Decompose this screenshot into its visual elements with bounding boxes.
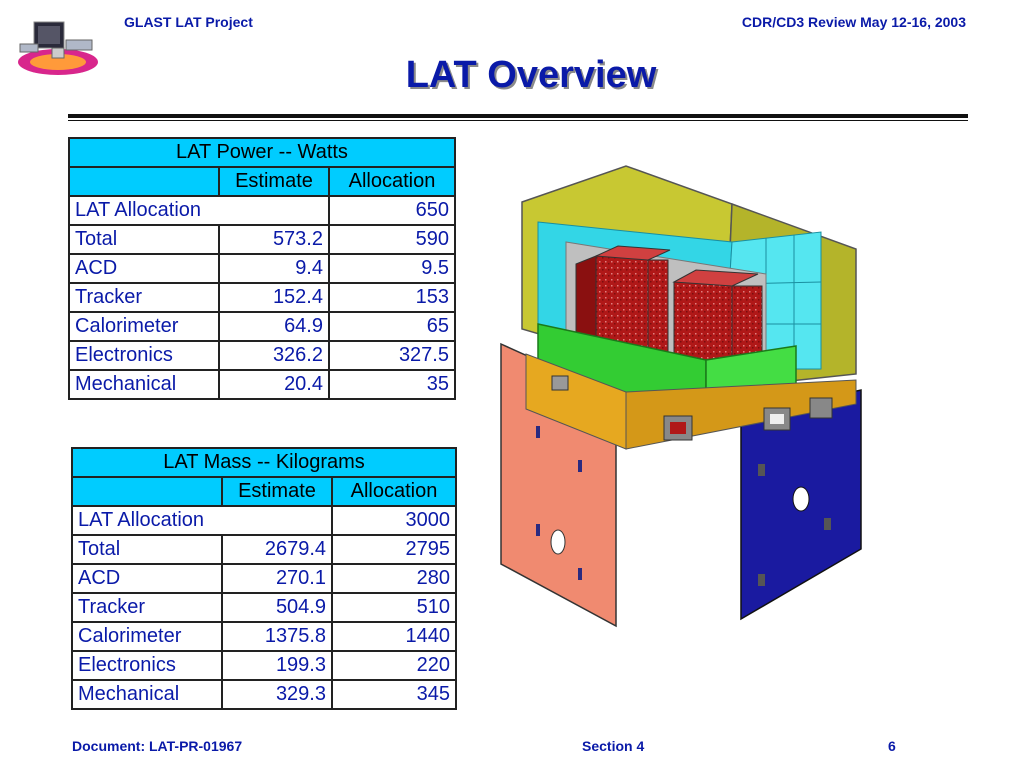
- row-estimate: 199.3: [221, 650, 333, 681]
- project-name: GLAST LAT Project: [124, 14, 253, 30]
- power-column-allocation: Allocation: [328, 166, 456, 197]
- row-label: ACD: [68, 253, 220, 284]
- section-label: Section 4: [582, 738, 645, 754]
- row-allocation: 280: [331, 563, 457, 594]
- mass-column-estimate: Estimate: [221, 476, 333, 507]
- table-row: Electronics 326.2 327.5: [68, 340, 456, 371]
- document-number: Document: LAT-PR-01967: [72, 738, 243, 754]
- page-number: 6: [888, 738, 896, 754]
- power-table: LAT Power -- Watts Estimate Allocation L…: [68, 137, 456, 400]
- power-column-estimate: Estimate: [218, 166, 330, 197]
- row-allocation: 153: [328, 282, 456, 313]
- row-label: Calorimeter: [71, 621, 223, 652]
- row-allocation: 1440: [331, 621, 457, 652]
- row-label: ACD: [71, 563, 223, 594]
- table-row: ACD 9.4 9.5: [68, 253, 456, 284]
- row-label: Mechanical: [68, 369, 220, 400]
- row-label: Tracker: [71, 592, 223, 623]
- row-estimate: 64.9: [218, 311, 330, 342]
- mass-allocation-label: LAT Allocation: [71, 505, 333, 536]
- title-rule-thin: [68, 120, 968, 121]
- row-allocation: 345: [331, 679, 457, 710]
- power-column-blank: [68, 166, 220, 197]
- glast-logo-icon: [18, 21, 98, 75]
- right-radiator: [740, 389, 862, 621]
- table-row: Total 573.2 590: [68, 224, 456, 255]
- mass-allocation-row: LAT Allocation 3000: [71, 505, 457, 536]
- row-allocation: 327.5: [328, 340, 456, 371]
- power-table-heading-row: LAT Power -- Watts: [68, 137, 456, 168]
- title-rule-thick: [68, 114, 968, 118]
- row-allocation: 510: [331, 592, 457, 623]
- row-label: Electronics: [71, 650, 223, 681]
- row-allocation: 220: [331, 650, 457, 681]
- row-estimate: 20.4: [218, 369, 330, 400]
- power-allocation-label: LAT Allocation: [68, 195, 330, 226]
- row-label: Tracker: [68, 282, 220, 313]
- row-allocation: 9.5: [328, 253, 456, 284]
- mass-column-blank: [71, 476, 223, 507]
- row-allocation: 590: [328, 224, 456, 255]
- mass-table-heading-row: LAT Mass -- Kilograms: [71, 447, 457, 478]
- electronics-boxes: [525, 353, 857, 450]
- table-row: Mechanical 329.3 345: [71, 679, 457, 710]
- table-row: Electronics 199.3 220: [71, 650, 457, 681]
- power-table-column-row: Estimate Allocation: [68, 166, 456, 197]
- power-allocation-row: LAT Allocation 650: [68, 195, 456, 226]
- row-allocation: 35: [328, 369, 456, 400]
- row-label: Mechanical: [71, 679, 223, 710]
- table-row: Tracker 504.9 510: [71, 592, 457, 623]
- row-estimate: 573.2: [218, 224, 330, 255]
- mass-table-heading: LAT Mass -- Kilograms: [71, 447, 457, 478]
- table-row: Calorimeter 1375.8 1440: [71, 621, 457, 652]
- row-label: Calorimeter: [68, 311, 220, 342]
- row-estimate: 9.4: [218, 253, 330, 284]
- row-label: Electronics: [68, 340, 220, 371]
- power-table-heading: LAT Power -- Watts: [68, 137, 456, 168]
- mass-table-column-row: Estimate Allocation: [71, 476, 457, 507]
- row-estimate: 329.3: [221, 679, 333, 710]
- row-estimate: 1375.8: [221, 621, 333, 652]
- mass-allocation-value: 3000: [331, 505, 457, 536]
- row-estimate: 2679.4: [221, 534, 333, 565]
- power-allocation-value: 650: [328, 195, 456, 226]
- row-allocation: 2795: [331, 534, 457, 565]
- row-label: Total: [71, 534, 223, 565]
- row-estimate: 504.9: [221, 592, 333, 623]
- review-name: CDR/CD3 Review May 12-16, 2003: [741, 14, 966, 30]
- lat-instrument-illustration: [500, 165, 862, 628]
- row-estimate: 326.2: [218, 340, 330, 371]
- mass-table: LAT Mass -- Kilograms Estimate Allocatio…: [71, 447, 457, 710]
- row-estimate: 270.1: [221, 563, 333, 594]
- table-row: Total 2679.4 2795: [71, 534, 457, 565]
- row-label: Total: [68, 224, 220, 255]
- table-row: ACD 270.1 280: [71, 563, 457, 594]
- table-row: Mechanical 20.4 35: [68, 369, 456, 400]
- row-allocation: 65: [328, 311, 456, 342]
- page-title: LAT Overview: [405, 54, 657, 96]
- row-estimate: 152.4: [218, 282, 330, 313]
- mass-column-allocation: Allocation: [331, 476, 457, 507]
- table-row: Calorimeter 64.9 65: [68, 311, 456, 342]
- table-row: Tracker 152.4 153: [68, 282, 456, 313]
